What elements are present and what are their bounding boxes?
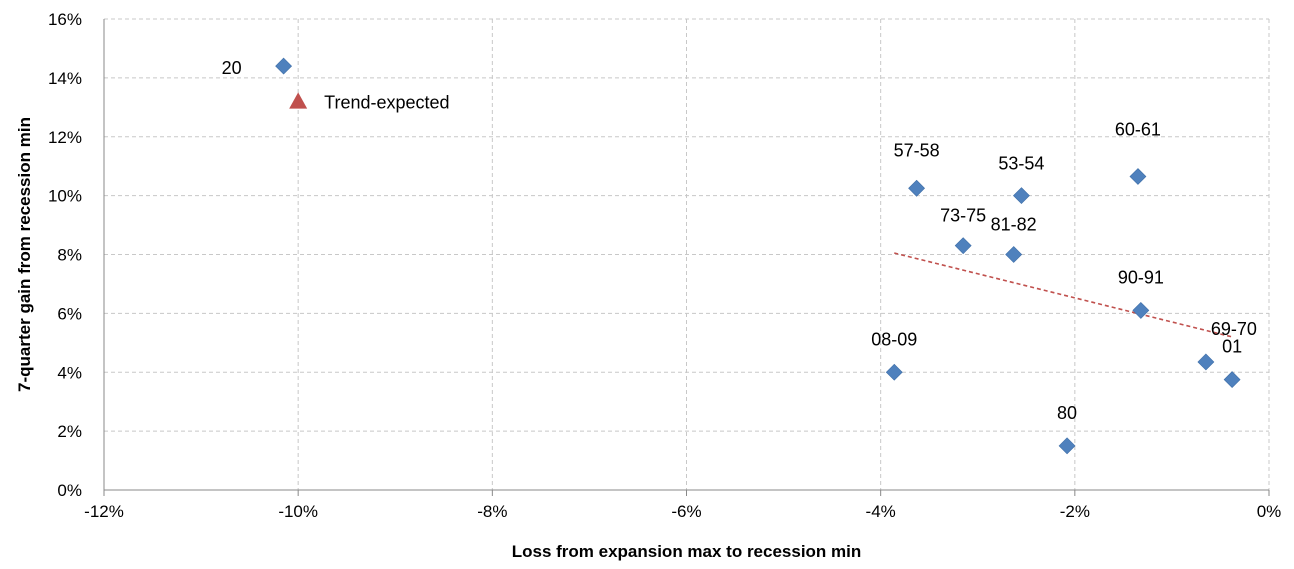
data-point-01 — [1223, 371, 1241, 389]
data-label-73-75: 73-75 — [940, 206, 986, 226]
x-tick-label: -10% — [278, 502, 318, 521]
data-point-90-91 — [1132, 302, 1150, 319]
y-tick-label: 4% — [57, 363, 82, 382]
trend-line — [894, 252, 1233, 338]
y-tick-label: 2% — [57, 422, 82, 441]
data-label-60-61: 60-61 — [1115, 119, 1161, 139]
data-label-53-54: 53-54 — [998, 154, 1044, 174]
axes — [103, 19, 1270, 496]
grid-lines — [104, 18, 1270, 490]
data-label-69-70: 69-70 — [1211, 319, 1257, 339]
data-point-60-61 — [1129, 168, 1147, 185]
tick-labels: 0% 2% 4% 6% 8% 10% 12% 14% 16% -12% -10% -8% -6% -4% -… — [48, 10, 1281, 521]
data-point-80 — [1058, 437, 1076, 455]
y-tick-label: 14% — [48, 69, 82, 88]
x-axis-title: Loss from expansion max to recession min — [512, 542, 862, 561]
data-point-69-70 — [1197, 353, 1215, 371]
data-points — [275, 57, 1241, 455]
y-tick-label: 6% — [57, 304, 82, 323]
y-tick-label: 0% — [57, 481, 82, 500]
y-tick-label: 10% — [48, 187, 82, 206]
data-point-53-54 — [1013, 187, 1030, 205]
x-tick-label: -4% — [866, 502, 896, 521]
data-point-20 — [275, 57, 293, 75]
data-point-08-09 — [885, 363, 903, 381]
x-tick-label: -8% — [477, 502, 507, 521]
legend-label: Trend-expected — [324, 92, 449, 112]
data-label-01: 01 — [1222, 337, 1242, 357]
data-point-73-75 — [954, 237, 972, 255]
y-tick-label: 16% — [48, 10, 82, 29]
data-point-81-82 — [1005, 246, 1023, 263]
data-label-20: 20 — [222, 58, 242, 78]
data-label-90-91: 90-91 — [1118, 267, 1164, 287]
legend: Trend-expected — [289, 92, 450, 112]
x-tick-label: -2% — [1060, 502, 1090, 521]
x-tick-label: -6% — [671, 502, 701, 521]
x-tick-label: 0% — [1257, 502, 1282, 521]
data-label-80: 80 — [1057, 403, 1077, 423]
data-label-57-58: 57-58 — [894, 140, 940, 160]
trend-expected-line — [894, 252, 1233, 338]
y-tick-label: 12% — [48, 128, 82, 147]
data-label-81-82: 81-82 — [991, 215, 1037, 235]
y-tick-label: 8% — [57, 246, 82, 265]
data-point-57-58 — [908, 179, 926, 197]
y-axis-title: 7-quarter gain from recession min — [15, 117, 34, 392]
legend-marker-triangle — [289, 92, 308, 109]
data-label-08-09: 08-09 — [871, 329, 917, 349]
x-tick-label: -12% — [84, 502, 124, 521]
